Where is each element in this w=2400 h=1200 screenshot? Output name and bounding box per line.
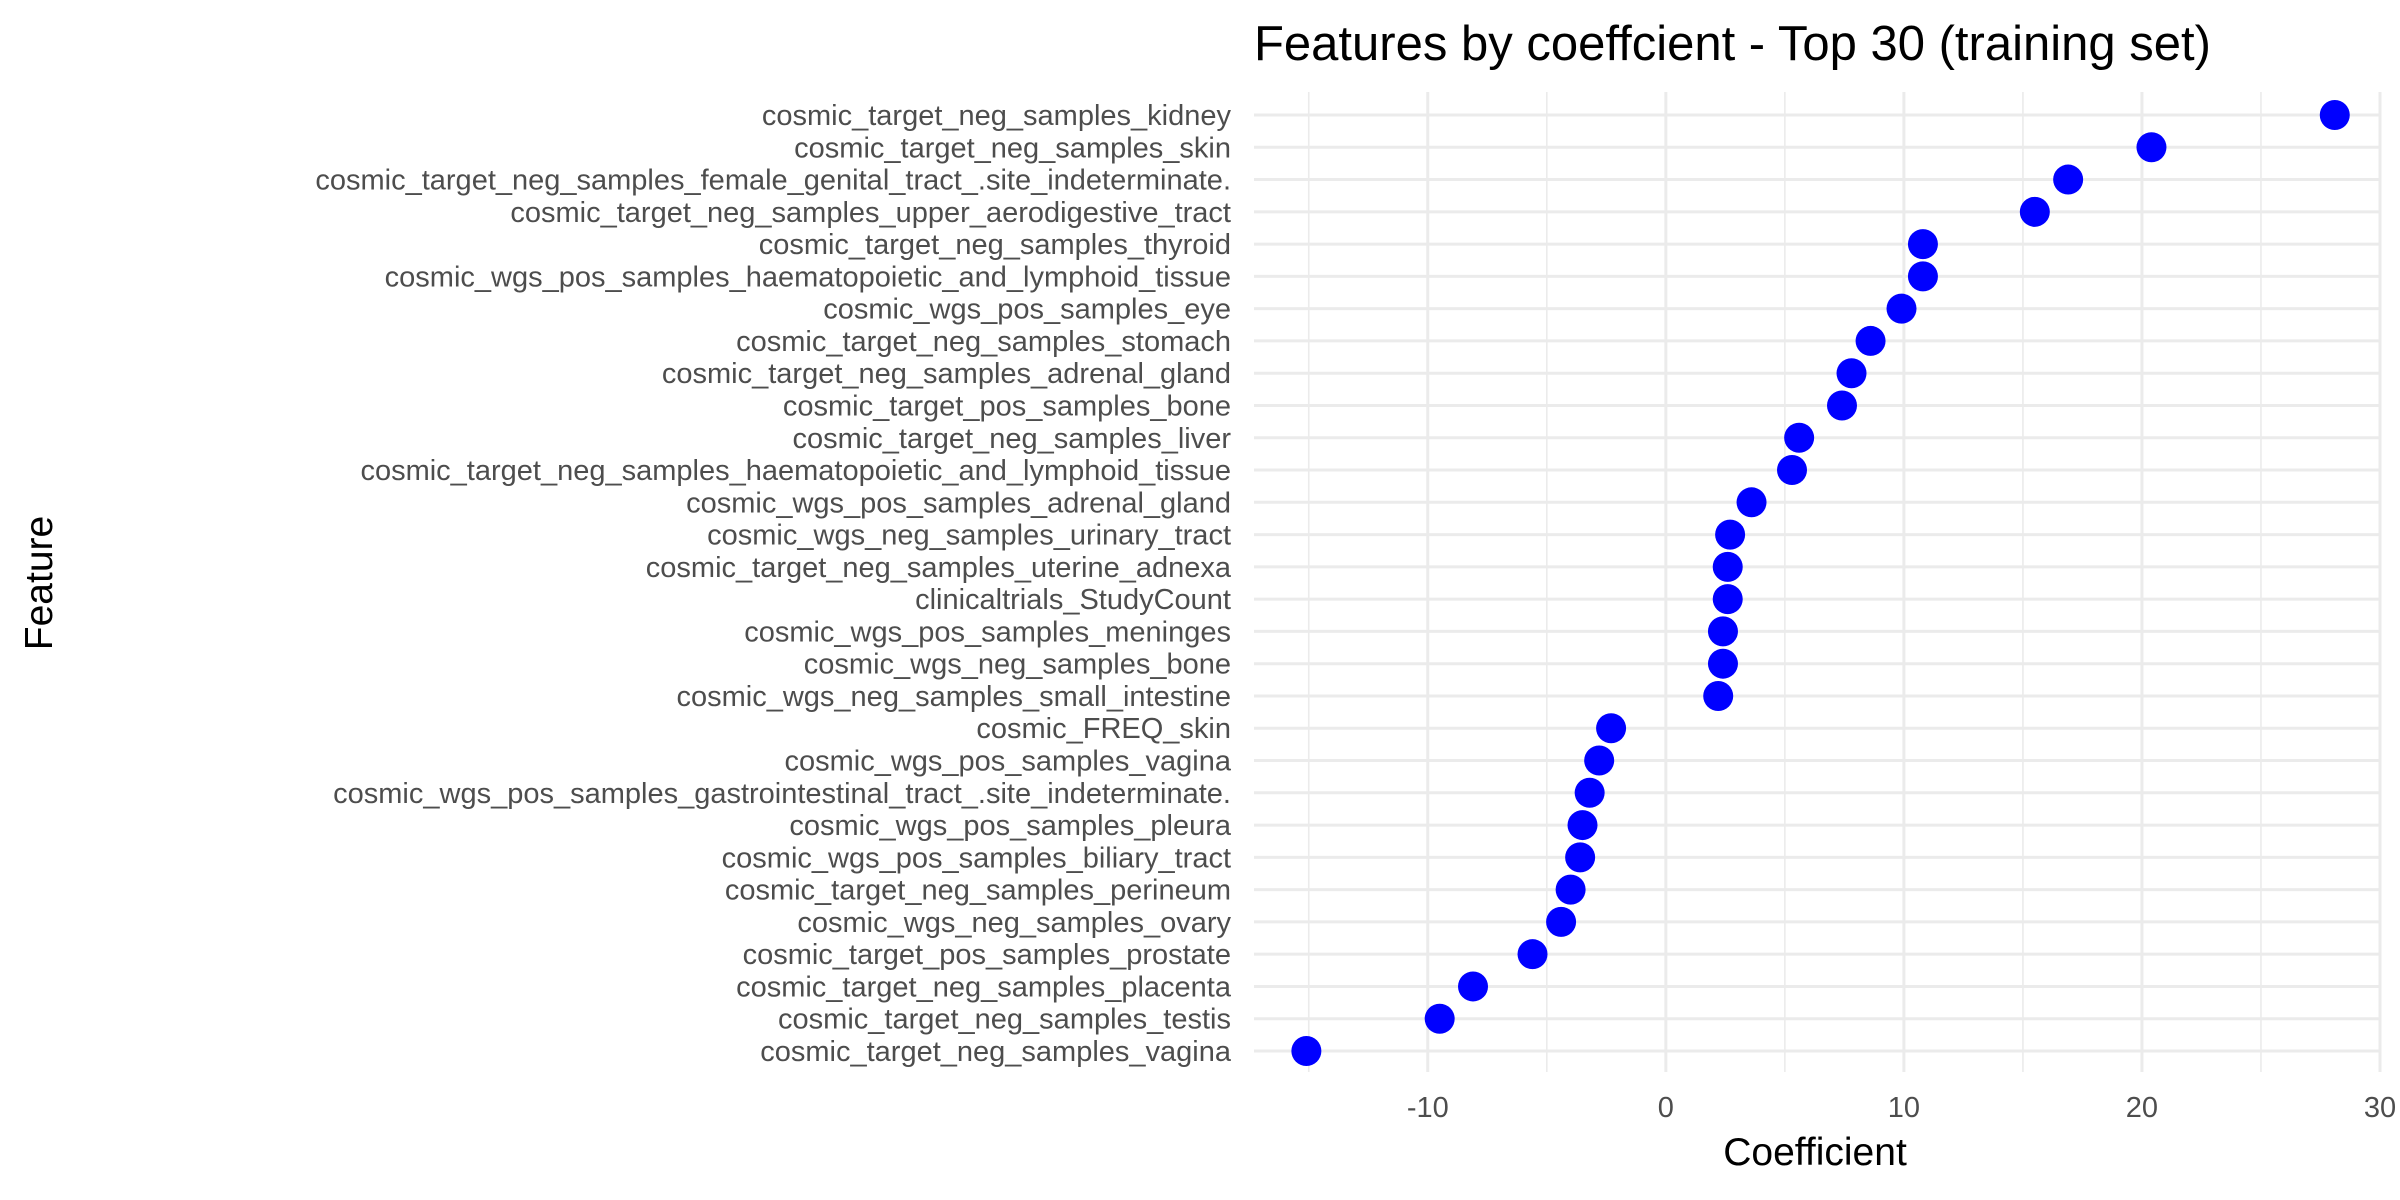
y-tick-label: cosmic_target_pos_samples_prostate xyxy=(743,939,1231,971)
data-point xyxy=(2053,164,2084,195)
grid xyxy=(1254,92,2382,1072)
y-tick-label: cosmic_target_neg_samples_stomach xyxy=(736,326,1231,358)
data-point xyxy=(1736,487,1767,518)
y-tick-label: cosmic_FREQ_skin xyxy=(976,713,1231,745)
y-tick-label: cosmic_wgs_pos_samples_meninges xyxy=(744,616,1231,648)
data-point xyxy=(1565,842,1596,873)
y-tick-label: cosmic_target_neg_samples_perineum xyxy=(725,875,1231,907)
y-tick-label: cosmic_wgs_pos_samples_adrenal_gland xyxy=(686,487,1231,519)
y-tick-label: clinicaltrials_StudyCount xyxy=(915,584,1231,616)
y-tick-label: cosmic_wgs_pos_samples_eye xyxy=(823,294,1231,326)
data-point xyxy=(2019,196,2050,227)
y-axis-title: Feature xyxy=(18,516,61,650)
data-point xyxy=(1703,680,1734,711)
x-axis-title: Coefficient xyxy=(1723,1131,1907,1174)
data-point xyxy=(1712,551,1743,582)
data-points xyxy=(1291,100,2350,1066)
y-tick-label: cosmic_wgs_neg_samples_bone xyxy=(804,649,1231,681)
y-tick-label: cosmic_target_neg_samples_haematopoietic… xyxy=(360,455,1231,487)
data-point xyxy=(1546,906,1577,937)
y-tick-label: cosmic_target_pos_samples_bone xyxy=(783,390,1231,422)
y-tick-label: cosmic_wgs_pos_samples_vagina xyxy=(784,746,1231,778)
data-point xyxy=(1855,325,1886,356)
y-tick-label: cosmic_target_neg_samples_liver xyxy=(793,423,1232,455)
y-tick-label: cosmic_target_neg_samples_testis xyxy=(778,1004,1231,1036)
y-tick-label: cosmic_wgs_pos_samples_pleura xyxy=(789,810,1232,842)
y-tick-labels: cosmic_target_neg_samples_kidneycosmic_t… xyxy=(315,100,1232,1068)
y-tick-label: cosmic_wgs_pos_samples_biliary_tract xyxy=(722,842,1231,874)
data-point xyxy=(2136,132,2167,163)
data-point xyxy=(1712,584,1743,615)
y-tick-label: cosmic_wgs_neg_samples_ovary xyxy=(797,907,1231,939)
y-tick-label: cosmic_target_neg_samples_skin xyxy=(794,132,1231,164)
y-tick-label: cosmic_target_neg_samples_female_genital… xyxy=(315,165,1231,197)
data-point xyxy=(1707,616,1738,647)
chart-title: Features by coeffcient - Top 30 (trainin… xyxy=(1254,17,2211,71)
y-tick-label: cosmic_wgs_neg_samples_small_intestine xyxy=(677,681,1232,713)
y-tick-label: cosmic_target_neg_samples_adrenal_gland xyxy=(662,358,1231,390)
data-point xyxy=(1458,971,1489,1002)
data-point xyxy=(1517,939,1548,970)
y-tick-label: cosmic_target_neg_samples_upper_aerodige… xyxy=(510,197,1231,229)
y-tick-label: cosmic_wgs_neg_samples_urinary_tract xyxy=(707,520,1231,552)
data-point xyxy=(1784,422,1815,453)
data-point xyxy=(1907,229,1938,260)
y-tick-label: cosmic_target_neg_samples_thyroid xyxy=(759,229,1231,261)
x-tick-label: -10 xyxy=(1407,1092,1449,1124)
data-point xyxy=(1584,745,1615,776)
x-tick-label: 10 xyxy=(1888,1092,1920,1124)
y-tick-label: cosmic_target_neg_samples_uterine_adnexa xyxy=(646,552,1232,584)
data-point xyxy=(1886,293,1917,324)
x-tick-label: 0 xyxy=(1658,1092,1674,1124)
data-point xyxy=(1907,261,1938,292)
y-tick-label: cosmic_target_neg_samples_placenta xyxy=(736,971,1232,1003)
y-tick-label: cosmic_wgs_pos_samples_haematopoietic_an… xyxy=(385,261,1231,293)
data-point xyxy=(1715,519,1746,550)
data-point xyxy=(1574,777,1605,808)
y-tick-label: cosmic_target_neg_samples_vagina xyxy=(760,1036,1232,1068)
x-tick-label: 20 xyxy=(2126,1092,2158,1124)
data-point xyxy=(1707,648,1738,679)
y-tick-label: cosmic_wgs_pos_samples_gastrointestinal_… xyxy=(333,778,1231,810)
data-point xyxy=(1555,874,1586,905)
data-point xyxy=(2319,100,2350,130)
x-tick-labels: -10 0 10 20 30 xyxy=(1407,1092,2396,1124)
data-point xyxy=(1567,810,1598,841)
data-point xyxy=(1777,455,1808,486)
data-point xyxy=(1424,1003,1455,1034)
y-tick-label: cosmic_target_neg_samples_kidney xyxy=(762,100,1232,132)
data-point xyxy=(1826,390,1857,421)
data-point xyxy=(1836,358,1867,389)
x-tick-label: 30 xyxy=(2364,1092,2396,1124)
data-point xyxy=(1596,713,1627,744)
data-point xyxy=(1291,1036,1322,1066)
